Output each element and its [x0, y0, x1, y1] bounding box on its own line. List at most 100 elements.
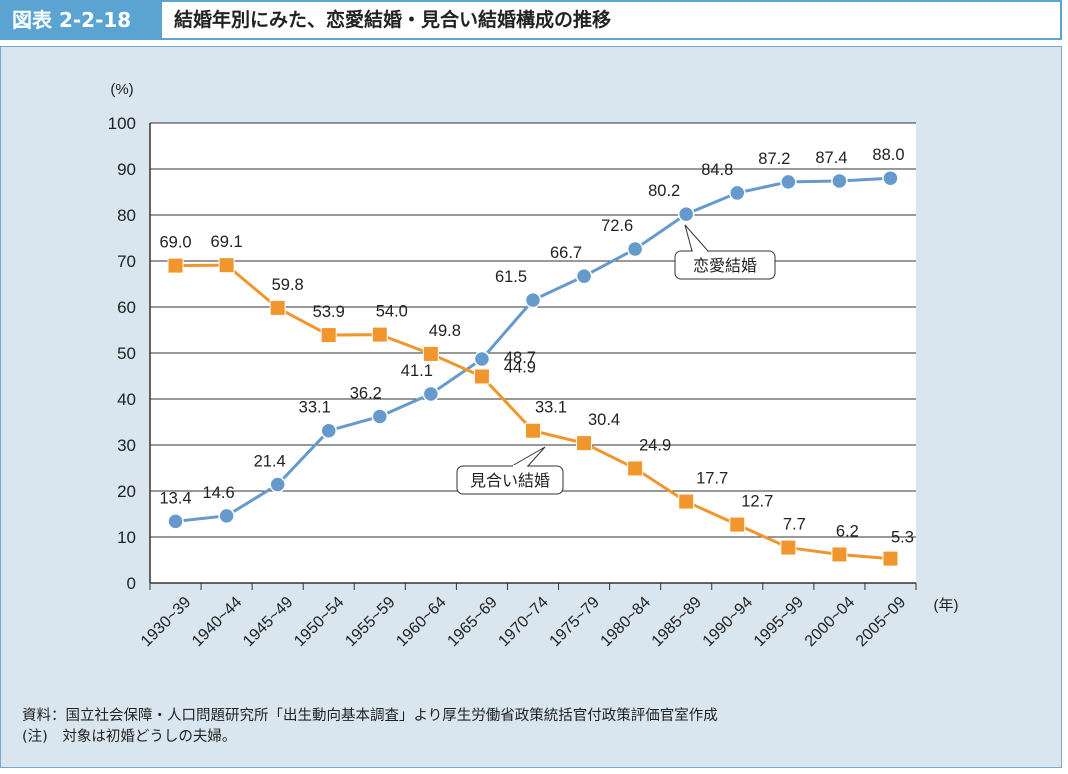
chart-notes: 資料：国立社会保障・人口問題研究所「出生動向基本調査」より厚生労働省政策統括官付… — [22, 706, 718, 748]
data-label-romance: 88.0 — [872, 146, 904, 164]
data-label-arranged: 6.2 — [836, 522, 859, 540]
series-legend-romance-pointer — [684, 224, 709, 252]
x-tick-label: 1995~99 — [751, 594, 807, 650]
data-label-arranged: 59.8 — [272, 276, 304, 294]
data-point-arranged — [831, 546, 848, 563]
data-label-arranged: 12.7 — [741, 493, 773, 511]
data-point-romance — [269, 476, 286, 493]
data-point-romance — [371, 408, 389, 425]
x-tick-label: 2000~04 — [802, 594, 858, 650]
data-label-arranged: 24.9 — [639, 436, 671, 454]
data-point-arranged — [627, 460, 644, 477]
data-point-romance — [677, 205, 695, 223]
data-point-romance — [218, 507, 235, 525]
data-point-arranged — [320, 327, 337, 344]
x-tick-label: 1965~69 — [444, 594, 500, 650]
data-point-arranged — [576, 435, 593, 452]
x-tick-label: 1985~89 — [649, 594, 705, 650]
data-label-romance: 84.8 — [701, 161, 733, 179]
data-label-romance: 87.4 — [815, 149, 847, 167]
data-point-arranged — [525, 422, 541, 439]
data-label-romance: 41.1 — [401, 362, 433, 380]
series-legend-arranged-box — [456, 465, 564, 495]
x-tick-label: 1945~49 — [240, 594, 296, 650]
data-label-romance: 14.6 — [203, 484, 235, 502]
series-legend-romance-text: 恋愛結婚 — [693, 256, 757, 275]
data-label-romance: 36.2 — [350, 384, 382, 402]
x-tick-label: 1930~39 — [138, 594, 194, 650]
y-tick-label: 30 — [117, 436, 136, 455]
data-label-romance: 21.4 — [254, 453, 286, 471]
y-tick-label: 0 — [127, 574, 136, 593]
data-label-romance: 13.4 — [159, 489, 191, 507]
data-point-romance — [831, 172, 848, 190]
data-label-romance: 61.5 — [495, 268, 527, 286]
x-tick-label: 1980~84 — [598, 594, 654, 650]
x-tick-label: 1975~79 — [547, 594, 603, 650]
data-point-romance — [626, 240, 644, 258]
y-tick-label: 100 — [108, 114, 136, 133]
data-point-romance — [473, 350, 491, 368]
data-label-arranged: 5.3 — [891, 529, 914, 547]
data-point-romance — [729, 184, 746, 202]
data-label-romance: 48.7 — [504, 349, 536, 367]
x-tick-label: 2005~09 — [853, 594, 909, 650]
data-label-romance: 33.1 — [299, 399, 331, 417]
data-label-arranged: 7.7 — [783, 516, 806, 534]
series-legend-romance-pointer-join — [693, 250, 707, 253]
x-axis-label: (年) — [934, 597, 959, 614]
x-tick-label: 1990~94 — [700, 594, 756, 650]
figure-number-badge: 図表 2-2-18 — [2, 2, 162, 38]
data-label-arranged: 33.1 — [535, 399, 567, 417]
y-tick-label: 70 — [117, 252, 136, 271]
data-point-arranged — [678, 493, 695, 510]
data-label-arranged: 69.0 — [159, 234, 191, 252]
data-label-arranged: 17.7 — [696, 470, 728, 488]
data-point-romance — [167, 513, 184, 530]
data-label-arranged: 49.8 — [429, 322, 461, 340]
y-tick-label: 80 — [117, 206, 136, 225]
x-tick-label: 1960~64 — [393, 594, 449, 650]
data-point-romance — [422, 385, 440, 403]
data-label-arranged: 53.9 — [313, 303, 345, 321]
data-label-arranged: 54.0 — [376, 303, 408, 321]
data-point-romance — [882, 169, 899, 187]
data-point-arranged — [422, 345, 439, 362]
data-point-arranged — [473, 368, 490, 385]
data-point-arranged — [371, 326, 388, 343]
y-tick-label: 20 — [117, 482, 136, 501]
data-label-arranged: 44.9 — [504, 358, 536, 376]
data-point-romance — [575, 267, 593, 285]
x-tick-label: 1970~74 — [495, 594, 551, 650]
data-label-romance: 72.6 — [601, 217, 633, 235]
data-point-arranged — [269, 299, 286, 316]
series-legend-arranged-pointer — [511, 446, 546, 467]
series-legend-romance-box — [674, 250, 776, 280]
data-label-romance: 66.7 — [550, 244, 582, 262]
source-note: 資料：国立社会保障・人口問題研究所「出生動向基本調査」より厚生労働省政策統括官付… — [22, 708, 718, 724]
data-point-arranged — [780, 539, 797, 556]
data-point-arranged — [167, 257, 184, 274]
y-axis-label: (%) — [110, 81, 133, 98]
data-label-arranged: 69.1 — [211, 233, 243, 251]
data-label-romance: 80.2 — [648, 182, 680, 200]
data-point-romance — [524, 291, 542, 309]
footnote: (注) 対象は初婚どうしの夫婦。 — [22, 729, 237, 745]
data-point-arranged — [218, 257, 235, 274]
figure-title: 結婚年別にみた、恋愛結婚・見合い結婚構成の推移 — [174, 9, 612, 31]
y-tick-label: 90 — [117, 160, 136, 179]
y-tick-label: 50 — [117, 344, 136, 363]
x-tick-label: 1950~54 — [291, 594, 347, 650]
data-point-arranged — [882, 550, 899, 567]
y-tick-label: 60 — [117, 298, 136, 317]
figure-header: 図表 2-2-18 結婚年別にみた、恋愛結婚・見合い結婚構成の推移 — [0, 0, 1062, 40]
series-legend-arranged-pointer-join — [513, 465, 527, 468]
data-label-romance: 87.2 — [758, 150, 790, 168]
x-tick-label: 1940~44 — [189, 594, 245, 650]
data-point-romance — [780, 173, 797, 191]
data-point-arranged — [729, 516, 746, 533]
y-tick-label: 40 — [117, 390, 136, 409]
series-legend-arranged-text: 見合い結婚 — [470, 472, 550, 490]
y-tick-label: 10 — [117, 528, 136, 547]
